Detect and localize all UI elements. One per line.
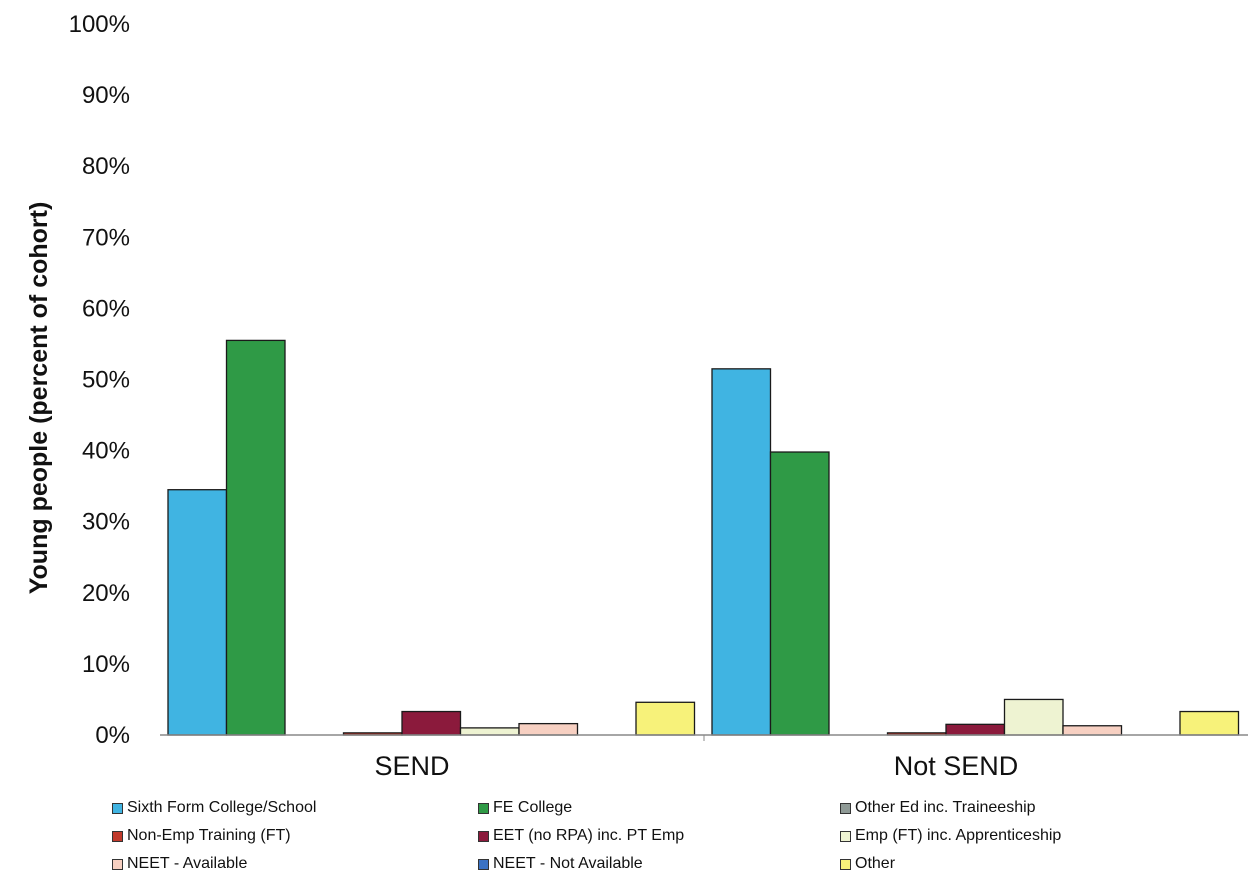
bar-sixth-form-college-school-not-send <box>711 368 772 736</box>
legend-item: Sixth Form College/School <box>112 794 478 822</box>
legend-swatch <box>112 858 123 870</box>
legend-swatch <box>840 830 851 842</box>
legend-label: FE College <box>493 799 573 816</box>
category-label: SEND <box>374 751 449 781</box>
legend-item: NEET - Available <box>112 850 478 878</box>
y-axis-label: Young people (percent of cohort) <box>25 202 53 595</box>
y-tick-label: 50% <box>82 367 130 394</box>
y-tick-label: 0% <box>95 722 130 749</box>
legend-item: NEET - Not Available <box>478 850 840 878</box>
legend-label: NEET - Available <box>127 855 248 872</box>
legend-item: Other Ed inc. Traineeship <box>840 794 1212 822</box>
y-tick-label: 40% <box>82 438 130 465</box>
bar-emp-ft-inc-apprenticeship-send <box>459 727 520 736</box>
legend: Sixth Form College/School FE College Other… <box>112 794 1212 874</box>
bar-neet-available-not-send <box>1062 725 1123 736</box>
legend-label: Other Ed inc. Traineeship <box>855 799 1036 816</box>
bar-fe-college-not-send <box>769 451 830 736</box>
y-tick-label: 80% <box>82 153 130 180</box>
y-tick-label: 100% <box>69 11 130 38</box>
legend-item: Emp (FT) inc. Apprenticeship <box>840 822 1212 850</box>
legend-swatch <box>478 858 489 870</box>
y-axis-ticks: 0% 10% 20% 30% 40% 50% 60% 70% 80% 90% 100% <box>69 11 130 749</box>
legend-label: Other <box>855 855 896 872</box>
legend-swatch <box>112 802 123 814</box>
legend-item: EET (no RPA) inc. PT Emp <box>478 822 840 850</box>
bar-eet-no-rpa-inc-pt-emp-send <box>401 710 462 736</box>
legend-swatch <box>112 830 123 842</box>
bars <box>167 339 1240 736</box>
legend-label: EET (no RPA) inc. PT Emp <box>493 827 685 844</box>
bar-other-send <box>635 701 696 736</box>
y-tick-label: 30% <box>82 509 130 536</box>
bar-eet-no-rpa-inc-pt-emp-not-send <box>945 723 1006 736</box>
legend-label: Emp (FT) inc. Apprenticeship <box>855 827 1062 844</box>
legend-swatch <box>478 830 489 842</box>
y-tick-label: 60% <box>82 295 130 322</box>
bar-neet-available-send <box>518 722 579 736</box>
bar-fe-college-send <box>225 339 286 736</box>
bar-other-not-send <box>1179 710 1240 736</box>
legend-swatch <box>478 802 489 814</box>
bar-emp-ft-inc-apprenticeship-not-send <box>1003 698 1064 736</box>
y-tick-label: 90% <box>82 82 130 109</box>
legend-label: Non-Emp Training (FT) <box>127 827 291 844</box>
bar-chart: 0% 10% 20% 30% 40% 50% 60% 70% 80% 90% 100% Young … <box>25 11 1248 781</box>
legend-label: NEET - Not Available <box>493 855 643 872</box>
y-tick-label: 10% <box>82 651 130 678</box>
y-tick-label: 70% <box>82 224 130 251</box>
legend-swatch <box>840 858 851 870</box>
category-label: Not SEND <box>894 751 1019 781</box>
legend-swatch <box>840 802 851 814</box>
y-tick-label: 20% <box>82 580 130 607</box>
legend-item: Non-Emp Training (FT) <box>112 822 478 850</box>
bar-sixth-form-college-school-send <box>167 489 228 736</box>
legend-item: Other <box>840 850 1212 878</box>
category-labels: SEND Not SEND <box>374 751 1018 781</box>
legend-label: Sixth Form College/School <box>127 799 317 816</box>
legend-item: FE College <box>478 794 840 822</box>
